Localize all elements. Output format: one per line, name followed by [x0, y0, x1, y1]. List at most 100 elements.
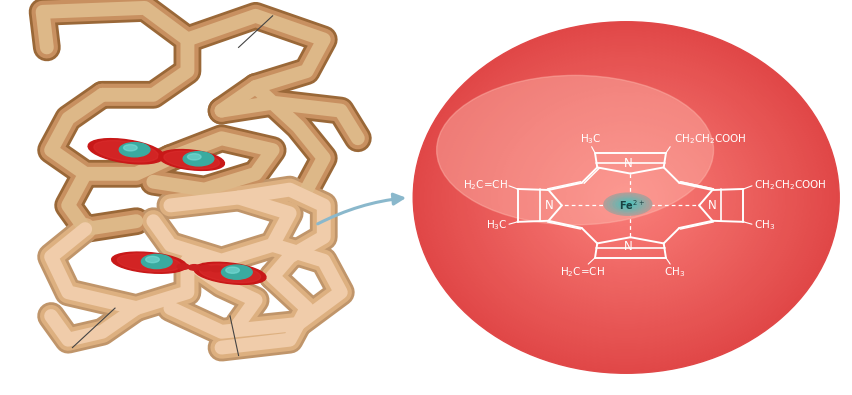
Circle shape	[610, 196, 646, 213]
Ellipse shape	[523, 113, 729, 282]
Ellipse shape	[199, 264, 261, 283]
Ellipse shape	[484, 80, 769, 315]
Circle shape	[226, 267, 239, 273]
Circle shape	[188, 265, 200, 270]
Ellipse shape	[466, 66, 786, 329]
Ellipse shape	[474, 71, 779, 324]
Ellipse shape	[527, 115, 726, 280]
Ellipse shape	[487, 83, 764, 312]
Ellipse shape	[556, 139, 697, 256]
Ellipse shape	[548, 133, 705, 262]
Ellipse shape	[431, 36, 821, 359]
Circle shape	[177, 264, 189, 269]
Circle shape	[619, 200, 636, 209]
Ellipse shape	[608, 183, 644, 212]
Ellipse shape	[538, 124, 715, 271]
Ellipse shape	[456, 57, 797, 338]
Ellipse shape	[112, 252, 187, 273]
Ellipse shape	[428, 34, 825, 361]
Text: H$_2$C=CH: H$_2$C=CH	[560, 265, 605, 279]
Ellipse shape	[559, 142, 694, 253]
Ellipse shape	[544, 130, 708, 265]
Ellipse shape	[580, 160, 672, 235]
Text: CH$_2$CH$_2$COOH: CH$_2$CH$_2$COOH	[754, 178, 826, 192]
Ellipse shape	[520, 110, 733, 286]
Text: N: N	[624, 241, 632, 254]
Ellipse shape	[94, 141, 158, 162]
Circle shape	[187, 154, 201, 160]
Ellipse shape	[502, 95, 751, 300]
Ellipse shape	[441, 45, 811, 350]
Text: H$_3$C: H$_3$C	[580, 132, 602, 146]
Ellipse shape	[420, 28, 832, 367]
Circle shape	[604, 193, 652, 215]
Text: CH$_2$CH$_2$COOH: CH$_2$CH$_2$COOH	[675, 132, 747, 146]
Ellipse shape	[438, 42, 815, 353]
Circle shape	[210, 266, 222, 272]
Ellipse shape	[602, 177, 651, 218]
Text: CH$_3$: CH$_3$	[664, 265, 685, 279]
Circle shape	[199, 265, 211, 271]
Ellipse shape	[587, 165, 665, 230]
Ellipse shape	[566, 148, 687, 247]
Ellipse shape	[562, 145, 690, 250]
Ellipse shape	[516, 107, 736, 288]
Ellipse shape	[159, 150, 224, 170]
Ellipse shape	[452, 54, 800, 341]
Circle shape	[141, 254, 172, 269]
Circle shape	[625, 203, 630, 206]
Ellipse shape	[590, 168, 662, 227]
Text: N: N	[708, 199, 717, 212]
Text: Fe$^{2+}$: Fe$^{2+}$	[619, 199, 645, 212]
Text: H$_2$C=CH: H$_2$C=CH	[463, 178, 507, 192]
Ellipse shape	[505, 98, 747, 297]
Ellipse shape	[481, 77, 772, 318]
Text: CH$_3$: CH$_3$	[754, 218, 774, 232]
Ellipse shape	[492, 86, 761, 309]
Ellipse shape	[594, 171, 658, 224]
Ellipse shape	[513, 104, 740, 291]
Ellipse shape	[605, 180, 648, 215]
Ellipse shape	[436, 75, 714, 225]
Text: N: N	[624, 157, 632, 170]
Circle shape	[146, 256, 159, 263]
Ellipse shape	[413, 22, 839, 373]
Ellipse shape	[534, 121, 718, 274]
Ellipse shape	[470, 69, 782, 326]
Ellipse shape	[619, 192, 633, 203]
Ellipse shape	[509, 101, 743, 294]
Ellipse shape	[577, 156, 676, 239]
Ellipse shape	[495, 89, 757, 306]
Circle shape	[124, 145, 137, 151]
Circle shape	[222, 267, 233, 273]
Ellipse shape	[623, 195, 630, 200]
Ellipse shape	[477, 75, 775, 321]
Ellipse shape	[449, 51, 803, 344]
Circle shape	[183, 152, 214, 166]
Ellipse shape	[541, 127, 711, 268]
Text: H$_3$C: H$_3$C	[486, 218, 507, 232]
Ellipse shape	[569, 150, 683, 245]
Circle shape	[222, 265, 252, 279]
Ellipse shape	[445, 48, 807, 347]
Ellipse shape	[164, 151, 220, 169]
Ellipse shape	[459, 60, 793, 335]
Ellipse shape	[423, 30, 828, 365]
Ellipse shape	[615, 189, 636, 206]
Ellipse shape	[552, 136, 700, 259]
Ellipse shape	[612, 186, 641, 209]
Text: N: N	[544, 199, 553, 212]
Ellipse shape	[88, 139, 164, 164]
Circle shape	[607, 195, 648, 214]
Ellipse shape	[598, 174, 654, 221]
Circle shape	[119, 143, 150, 157]
Ellipse shape	[194, 262, 266, 284]
Ellipse shape	[573, 154, 679, 241]
Circle shape	[613, 198, 642, 211]
Ellipse shape	[118, 254, 181, 272]
Ellipse shape	[584, 162, 669, 233]
Ellipse shape	[417, 24, 836, 371]
Ellipse shape	[498, 92, 754, 303]
Circle shape	[616, 199, 640, 210]
Ellipse shape	[530, 118, 722, 276]
